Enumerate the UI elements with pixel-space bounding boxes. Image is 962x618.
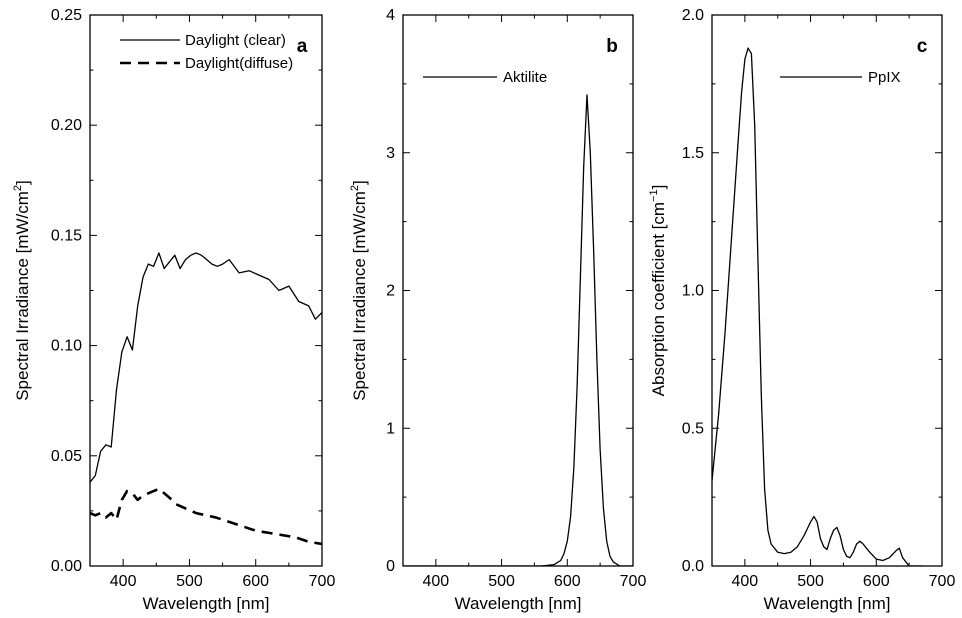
y-tick-label: 2 [386, 283, 395, 300]
y-axis-label-suffix: ] [13, 180, 32, 185]
x-tick-label: 400 [110, 573, 137, 590]
y-axis-label-superscript: 2 [12, 185, 24, 191]
panel-letter: a [297, 36, 308, 57]
y-tick-label: 2.0 [682, 7, 704, 24]
x-tick-label: 500 [488, 573, 515, 590]
y-axis-label-main: Spectral Irradiance [mW/cm [13, 191, 32, 401]
y-tick-label: 0.10 [51, 338, 82, 355]
panel-b: 400 500 600 700 0 1 2 3 4 Wavelength [nm] Spectral… [349, 7, 646, 613]
panel-c: 400 500 600 700 0.0 0.5 1.0 1.5 2.0 Wavelength [n… [648, 7, 955, 613]
plot-frame [402, 14, 634, 567]
x-tick-label: 400 [732, 573, 759, 590]
panel-letter: b [606, 36, 618, 57]
y-tick-label: 0.25 [51, 7, 82, 24]
y-tick-label: 0.00 [51, 558, 82, 575]
legend-label: PpIX [868, 69, 901, 86]
y-axis-label: Spectral Irradiance [mW/cm2] [12, 180, 32, 401]
y-axis-label-superscript: 2 [349, 185, 361, 191]
y-tick-label: 0.05 [51, 448, 82, 465]
x-tick-label: 500 [797, 573, 824, 590]
y-tick-label: 1 [386, 420, 395, 437]
x-tick-label: 700 [620, 573, 647, 590]
y-axis-label-suffix: ] [350, 180, 369, 185]
series-line-aktilite [403, 94, 633, 566]
panel-letter: c [917, 36, 928, 57]
y-tick-label: 0.5 [682, 420, 704, 437]
x-tick-label: 600 [242, 573, 269, 590]
y-tick-label: 0.15 [51, 227, 82, 244]
series-line-daylight-diffuse- [90, 487, 322, 546]
y-axis-label: Spectral Irradiance [mW/cm2] [349, 180, 369, 401]
x-tick-label: 700 [929, 573, 956, 590]
x-tick-label: 700 [309, 573, 336, 590]
y-tick-label: 0 [386, 558, 395, 575]
x-axis-label: Wavelength [nm] [455, 594, 582, 613]
y-tick-label: 0.0 [682, 558, 704, 575]
x-axis-label: Wavelength [nm] [143, 594, 270, 613]
y-tick-label: 0.20 [51, 117, 82, 134]
y-axis-label-main: Spectral Irradiance [mW/cm [350, 191, 369, 401]
y-tick-label: 1.0 [682, 283, 704, 300]
x-tick-label: 600 [554, 573, 581, 590]
y-axis-label: Absorption coefficient [cm−1] [648, 185, 668, 397]
series-line-daylight-clear- [90, 252, 322, 483]
series-line-ppix [712, 47, 923, 566]
y-axis-label-superscript: −1 [648, 189, 660, 202]
y-axis-label-main: Absorption coefficient [cm [649, 202, 668, 396]
y-tick-label: 1.5 [682, 145, 704, 162]
y-tick-label: 4 [386, 7, 395, 24]
plot-frame [711, 14, 943, 567]
x-tick-label: 600 [863, 573, 890, 590]
panel-a: 400 500 600 700 0.00 0.05 0.10 0.15 0.20 0.25 Wave… [12, 7, 335, 613]
x-tick-label: 400 [423, 573, 450, 590]
legend-label: Aktilite [503, 69, 547, 86]
legend-label: Daylight(diffuse) [185, 55, 293, 72]
y-axis-label-suffix: ] [649, 185, 668, 190]
plot-frame [89, 14, 323, 567]
x-axis-label: Wavelength [nm] [764, 594, 891, 613]
x-tick-label: 500 [176, 573, 203, 590]
y-tick-label: 3 [386, 145, 395, 162]
legend-label: Daylight (clear) [185, 32, 286, 49]
